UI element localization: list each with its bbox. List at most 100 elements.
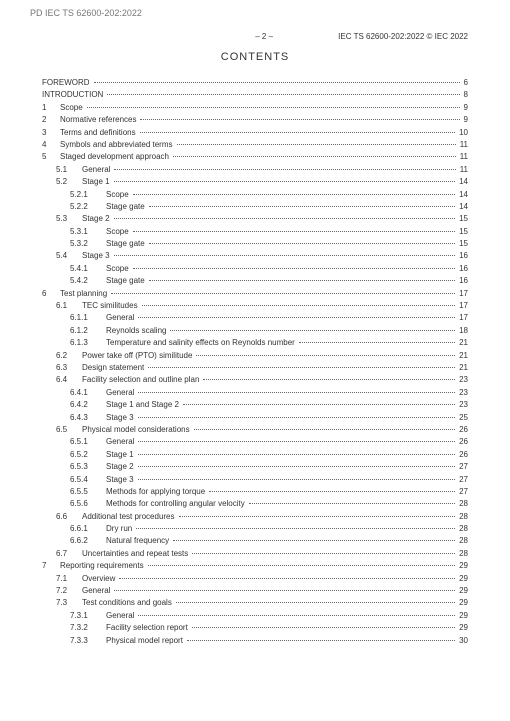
toc-number: 7.3	[56, 597, 82, 609]
toc-label: Stage 3	[82, 250, 112, 262]
toc-page: 23	[457, 399, 468, 411]
toc-number: 6.4.3	[70, 412, 106, 424]
toc-label: Staged development approach	[60, 151, 171, 163]
toc-page: 15	[457, 213, 468, 225]
toc-number: 4	[42, 139, 60, 151]
toc-leader-dots	[149, 280, 455, 281]
toc-page: 17	[457, 300, 468, 312]
toc-page: 28	[457, 523, 468, 535]
toc-page: 18	[457, 325, 468, 337]
toc-page: 21	[457, 362, 468, 374]
toc-page: 6	[462, 77, 468, 89]
toc-leader-dots	[114, 169, 455, 170]
toc-leader-dots	[138, 392, 455, 393]
toc-page: 14	[457, 176, 468, 188]
toc-label: Stage 2	[106, 461, 136, 473]
toc-page: 26	[457, 449, 468, 461]
toc-number: 5.3.1	[70, 226, 106, 238]
toc-number: 7.1	[56, 573, 82, 585]
toc-leader-dots	[107, 94, 459, 95]
toc-page: 11	[458, 164, 468, 176]
toc-label: Scope	[106, 189, 131, 201]
toc-row: 6.6Additional test procedures28	[42, 511, 468, 523]
toc-page: 15	[457, 238, 468, 250]
toc-leader-dots	[149, 243, 455, 244]
toc-number: 5.4	[56, 250, 82, 262]
toc-number: 6.5.4	[70, 474, 106, 486]
toc-number: 6.5.2	[70, 449, 106, 461]
toc-row: 6.1.3Temperature and salinity effects on…	[42, 337, 468, 349]
toc-row: 5.2Stage 114	[42, 176, 468, 188]
toc-number: 6.1.3	[70, 337, 106, 349]
toc-page: 27	[457, 461, 468, 473]
toc-page: 9	[462, 102, 468, 114]
toc-leader-dots	[94, 82, 460, 83]
toc-page: 29	[457, 585, 468, 597]
toc-row: 6.6.2Natural frequency28	[42, 535, 468, 547]
toc-label: Physical model report	[106, 635, 185, 647]
toc-number: 7.3.1	[70, 610, 106, 622]
toc-row: 6.5.1General26	[42, 436, 468, 448]
toc-row: 7.3.1General29	[42, 610, 468, 622]
toc-leader-dots	[173, 540, 455, 541]
toc-leader-dots	[170, 330, 455, 331]
toc-label: Stage 1	[82, 176, 112, 188]
toc-page: 16	[457, 275, 468, 287]
toc-row: 5.3Stage 2 15	[42, 213, 468, 225]
toc-page: 11	[458, 151, 468, 163]
toc-leader-dots	[196, 355, 455, 356]
toc-row: 6.5.3Stage 227	[42, 461, 468, 473]
toc-label: Natural frequency	[106, 535, 171, 547]
toc-row: 6.1TEC similitudes17	[42, 300, 468, 312]
toc-page: 27	[457, 486, 468, 498]
toc-row: 7.3.2Facility selection report29	[42, 622, 468, 634]
toc-label: Stage 1	[106, 449, 136, 461]
toc-row: 6.4.1General23	[42, 387, 468, 399]
toc-label: Facility selection and outline plan	[82, 374, 201, 386]
toc-number: 6.3	[56, 362, 82, 374]
toc-number: 5.3	[56, 213, 82, 225]
document-code: PD IEC TS 62600-202:2022	[30, 8, 142, 18]
toc-leader-dots	[133, 268, 455, 269]
toc-leader-dots	[114, 590, 455, 591]
toc-leader-dots	[138, 317, 455, 318]
toc-row: 6.2Power take off (PTO) similitude21	[42, 350, 468, 362]
toc-label: Methods for applying torque	[106, 486, 207, 498]
toc-page: 30	[457, 635, 468, 647]
toc-row: 5.4.1Scope16	[42, 263, 468, 275]
toc-leader-dots	[140, 132, 456, 133]
toc-row: 7.1Overview29	[42, 573, 468, 585]
toc-page: 14	[457, 189, 468, 201]
toc-leader-dots	[142, 305, 456, 306]
toc-leader-dots	[187, 640, 455, 641]
toc-label: Additional test procedures	[82, 511, 177, 523]
toc-number: 6.1.1	[70, 312, 106, 324]
toc-page: 26	[457, 424, 468, 436]
toc-leader-dots	[136, 528, 455, 529]
toc-leader-dots	[138, 417, 456, 418]
toc-label: Stage gate	[106, 201, 147, 213]
toc-label: Symbols and abbreviated terms	[60, 139, 175, 151]
toc-page: 29	[457, 573, 468, 585]
toc-leader-dots	[138, 454, 456, 455]
toc-leader-dots	[114, 181, 456, 182]
toc-label: Stage 2	[82, 213, 112, 225]
toc-row: 6.1.1General17	[42, 312, 468, 324]
toc-row: 5.2.1Scope14	[42, 189, 468, 201]
toc-leader-dots	[138, 615, 455, 616]
toc-page: 11	[458, 139, 468, 151]
copyright-line: IEC TS 62600-202:2022 © IEC 2022	[338, 32, 468, 41]
toc-number: 5.4.1	[70, 263, 106, 275]
toc-number: 6.4	[56, 374, 82, 386]
toc-row: 6.3Design statement21	[42, 362, 468, 374]
toc-leader-dots	[192, 553, 455, 554]
toc-page: 21	[457, 337, 468, 349]
toc-page: 8	[462, 89, 468, 101]
toc-number: 6.6.1	[70, 523, 106, 535]
toc-leader-dots	[148, 367, 455, 368]
toc-page: 16	[457, 250, 468, 262]
toc-number: 6.4.2	[70, 399, 106, 411]
toc-label: Stage gate	[106, 275, 147, 287]
toc-row: 6.5.5Methods for applying torque27	[42, 486, 468, 498]
toc-label: General	[106, 610, 136, 622]
